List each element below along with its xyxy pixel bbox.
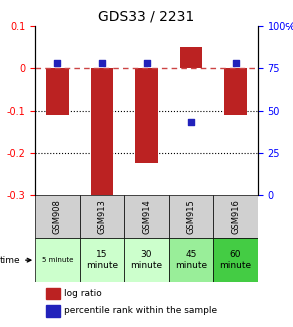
- Bar: [91, 68, 113, 195]
- Text: 45
minute: 45 minute: [175, 250, 207, 270]
- Text: GSM914: GSM914: [142, 199, 151, 234]
- FancyBboxPatch shape: [124, 238, 169, 282]
- Point: [189, 120, 193, 125]
- Text: 15
minute: 15 minute: [86, 250, 118, 270]
- Bar: [46, 305, 60, 317]
- Bar: [224, 68, 247, 115]
- Text: 60
minute: 60 minute: [219, 250, 252, 270]
- Title: GDS33 / 2231: GDS33 / 2231: [98, 9, 195, 24]
- FancyBboxPatch shape: [169, 238, 213, 282]
- Text: 30
minute: 30 minute: [130, 250, 163, 270]
- Text: GSM913: GSM913: [98, 199, 106, 234]
- Bar: [135, 68, 158, 164]
- Text: log ratio: log ratio: [64, 289, 102, 298]
- Point: [100, 61, 104, 66]
- FancyBboxPatch shape: [35, 195, 80, 238]
- Point: [55, 61, 60, 66]
- Text: time: time: [0, 256, 31, 265]
- FancyBboxPatch shape: [213, 238, 258, 282]
- FancyBboxPatch shape: [124, 195, 169, 238]
- Text: GSM915: GSM915: [187, 199, 195, 234]
- Text: GSM916: GSM916: [231, 199, 240, 234]
- FancyBboxPatch shape: [35, 238, 80, 282]
- Bar: [180, 47, 202, 68]
- Bar: [46, 68, 69, 115]
- FancyBboxPatch shape: [80, 238, 124, 282]
- Text: GSM908: GSM908: [53, 199, 62, 234]
- Text: 5 minute: 5 minute: [42, 257, 73, 263]
- Bar: [46, 288, 60, 299]
- Point: [144, 61, 149, 66]
- Text: percentile rank within the sample: percentile rank within the sample: [64, 306, 217, 315]
- Point: [233, 61, 238, 66]
- FancyBboxPatch shape: [169, 195, 213, 238]
- FancyBboxPatch shape: [213, 195, 258, 238]
- FancyBboxPatch shape: [80, 195, 124, 238]
